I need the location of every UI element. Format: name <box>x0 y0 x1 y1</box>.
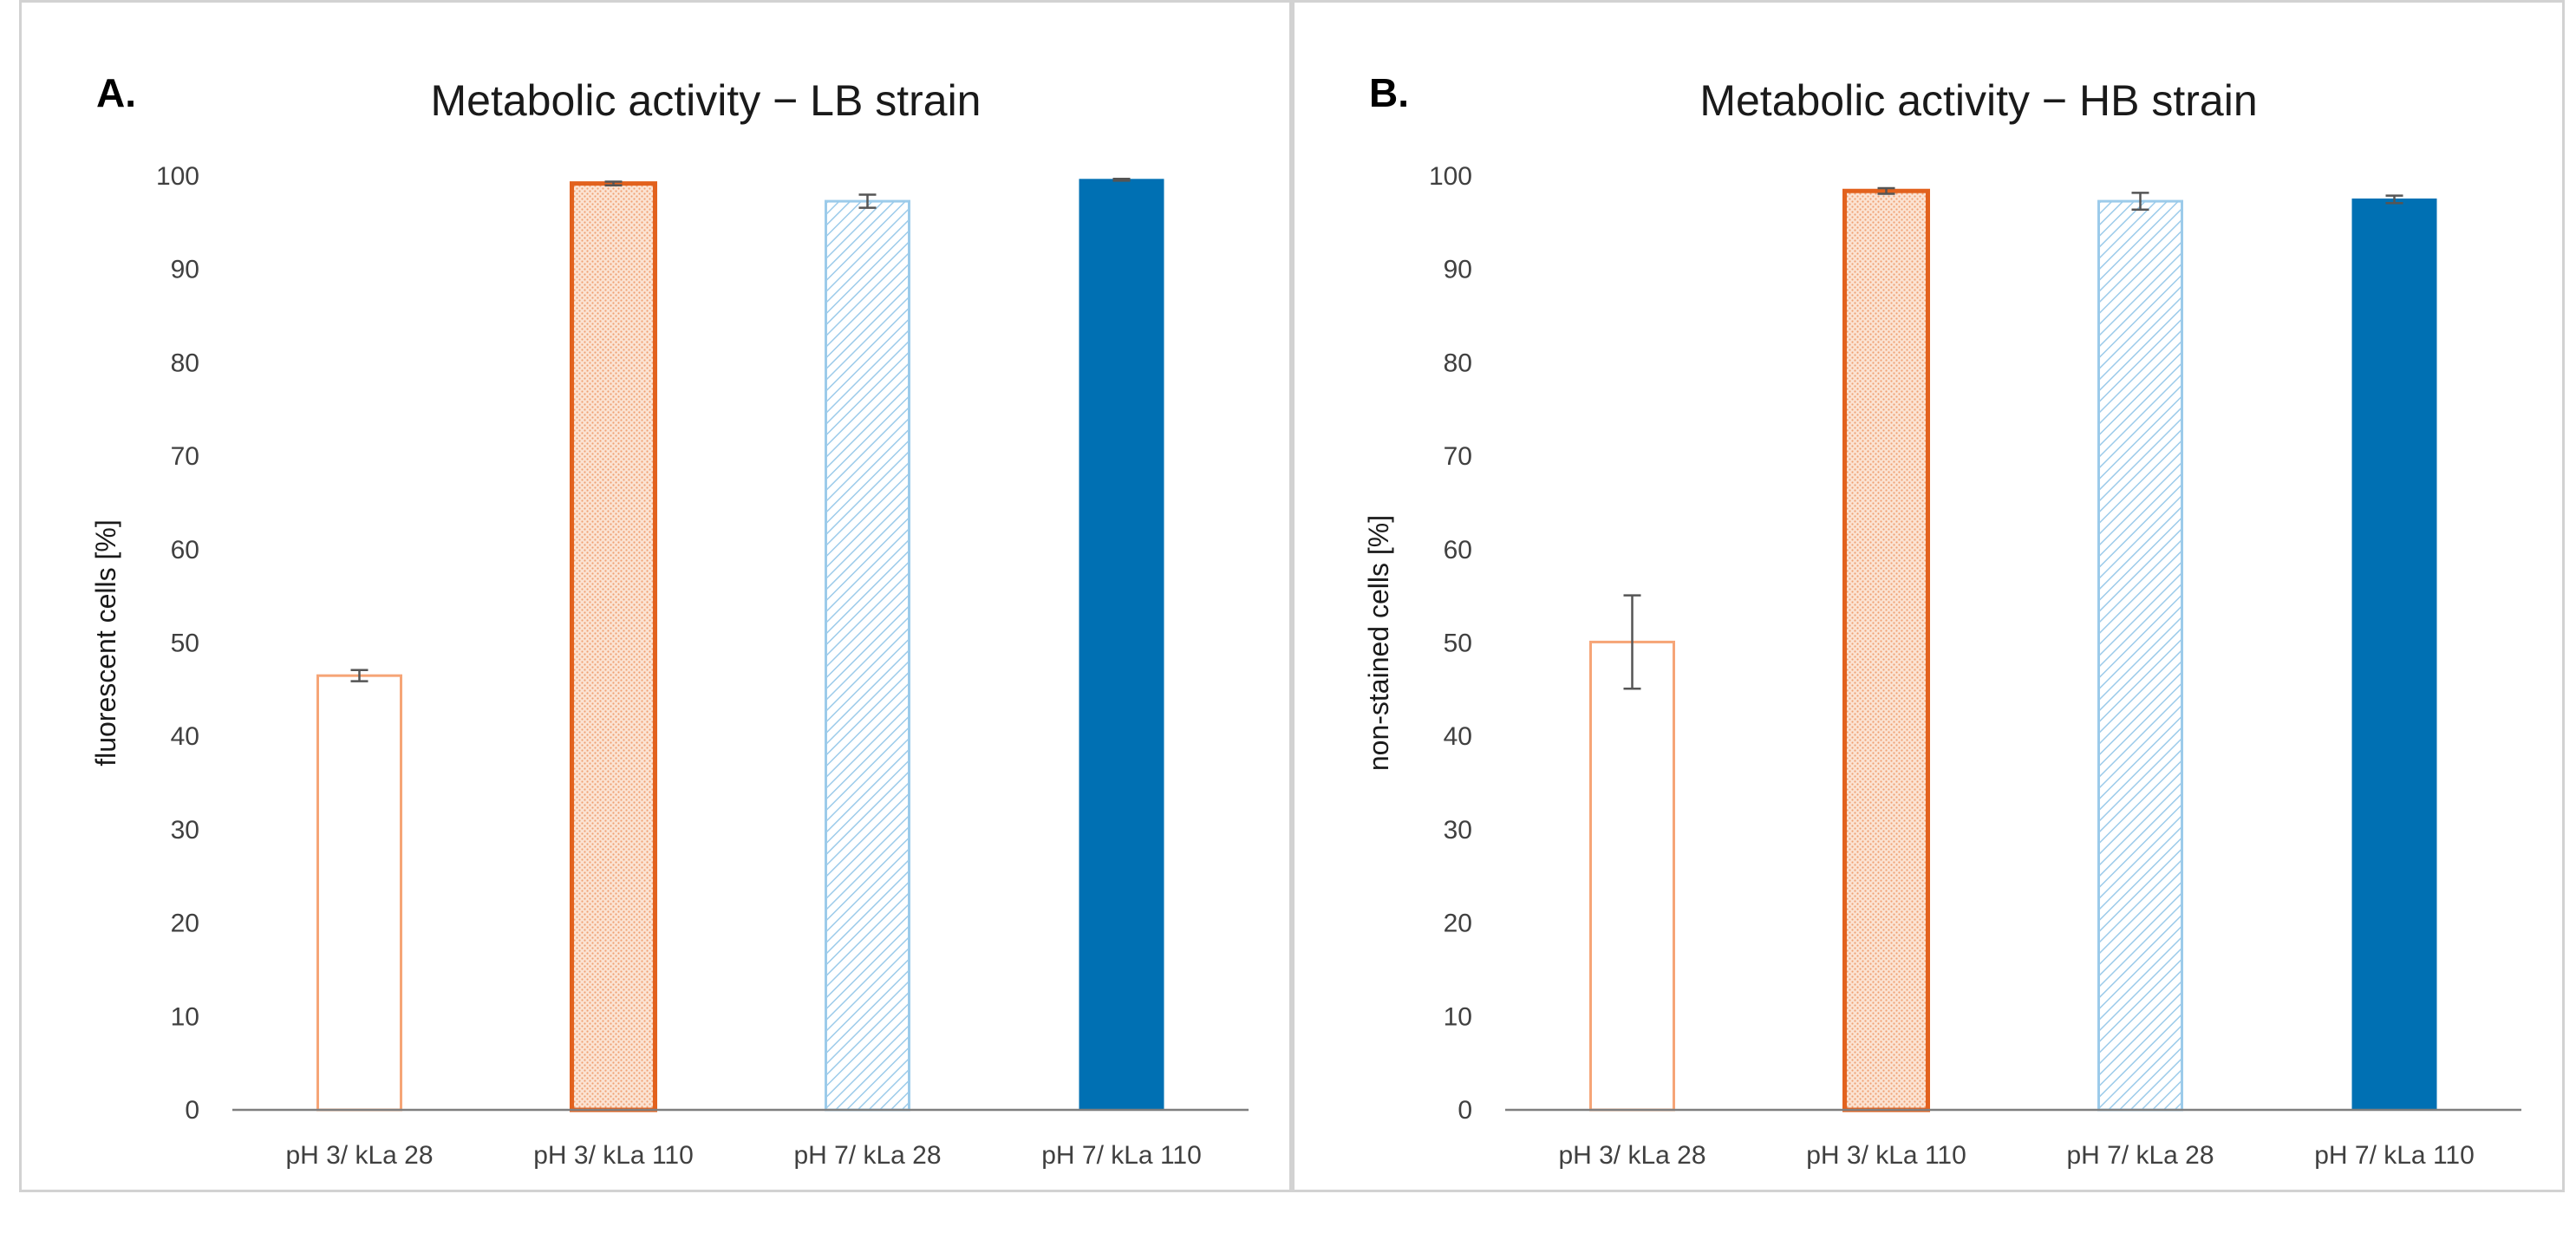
y-tick-label: 100 <box>156 162 199 191</box>
x-tick-label: pH 3/ kLa 28 <box>285 1141 433 1170</box>
x-tick-label: pH 7/ kLa 110 <box>1041 1141 1202 1170</box>
x-tick-label: pH 7/ kLa 28 <box>793 1141 941 1170</box>
y-tick-label: 30 <box>1444 816 1472 845</box>
bar <box>2097 199 2183 1112</box>
y-tick-label: 60 <box>1444 536 1472 564</box>
y-axis-label: fluorescent cells [%] <box>90 519 121 767</box>
y-tick-label: 0 <box>1458 1096 1472 1125</box>
x-tick-label: pH 3/ kLa 110 <box>1806 1141 1966 1170</box>
y-tick-label: 10 <box>171 1002 199 1031</box>
y-tick-label: 70 <box>1444 442 1472 471</box>
y-tick-label: 30 <box>171 816 199 845</box>
bar <box>1842 188 1930 1112</box>
y-tick-label: 50 <box>171 630 199 658</box>
x-tick-label: pH 3/ kLa 28 <box>1558 1141 1705 1170</box>
bar <box>1589 640 1675 1112</box>
bar <box>570 181 657 1112</box>
y-tick-label: 60 <box>171 536 199 564</box>
bar <box>825 199 910 1112</box>
y-tick-label: 90 <box>171 256 199 284</box>
x-tick-label: pH 7/ kLa 28 <box>2066 1141 2214 1170</box>
chart-panel-b: B. Metabolic activity − HB strain non-stai… <box>1292 0 2565 1192</box>
y-tick-label: 20 <box>171 910 199 938</box>
bar <box>316 674 402 1112</box>
panel-letter: A. <box>96 70 136 115</box>
y-tick-label: 20 <box>1444 910 1472 938</box>
panel-letter: B. <box>1369 70 1409 115</box>
error-bar <box>1877 186 1895 195</box>
y-axis-label: non-stained cells [%] <box>1363 515 1394 771</box>
chart-svg: A. Metabolic activity − LB strain fluoresc… <box>90 70 1249 1170</box>
y-tick-label: 40 <box>171 722 199 751</box>
error-bar <box>350 669 368 682</box>
y-tick-label: 90 <box>1444 256 1472 284</box>
chart-panel-a: A. Metabolic activity − LB strain fluoresc… <box>19 0 1292 1192</box>
y-tick-label: 80 <box>1444 349 1472 377</box>
bar <box>2351 198 2437 1111</box>
y-tick-label: 10 <box>1444 1002 1472 1031</box>
chart-svg: B. Metabolic activity − HB strain non-stai… <box>1363 70 2521 1170</box>
error-bar <box>1623 594 1641 690</box>
error-bar <box>2385 194 2403 205</box>
error-bar <box>2131 192 2149 212</box>
y-tick-label: 40 <box>1444 722 1472 751</box>
y-tick-label: 80 <box>171 349 199 377</box>
bar <box>1079 179 1164 1112</box>
y-tick-label: 100 <box>1429 162 1472 191</box>
x-tick-label: pH 7/ kLa 110 <box>2314 1141 2475 1170</box>
error-bar <box>1112 177 1131 182</box>
chart-title: Metabolic activity − LB strain <box>431 76 981 125</box>
y-tick-label: 0 <box>185 1096 199 1125</box>
y-tick-label: 70 <box>171 442 199 471</box>
error-bar <box>604 180 623 187</box>
y-tick-label: 50 <box>1444 630 1472 658</box>
x-tick-label: pH 3/ kLa 110 <box>533 1141 694 1170</box>
chart-title: Metabolic activity − HB strain <box>1699 76 2257 125</box>
error-bar <box>858 193 877 209</box>
